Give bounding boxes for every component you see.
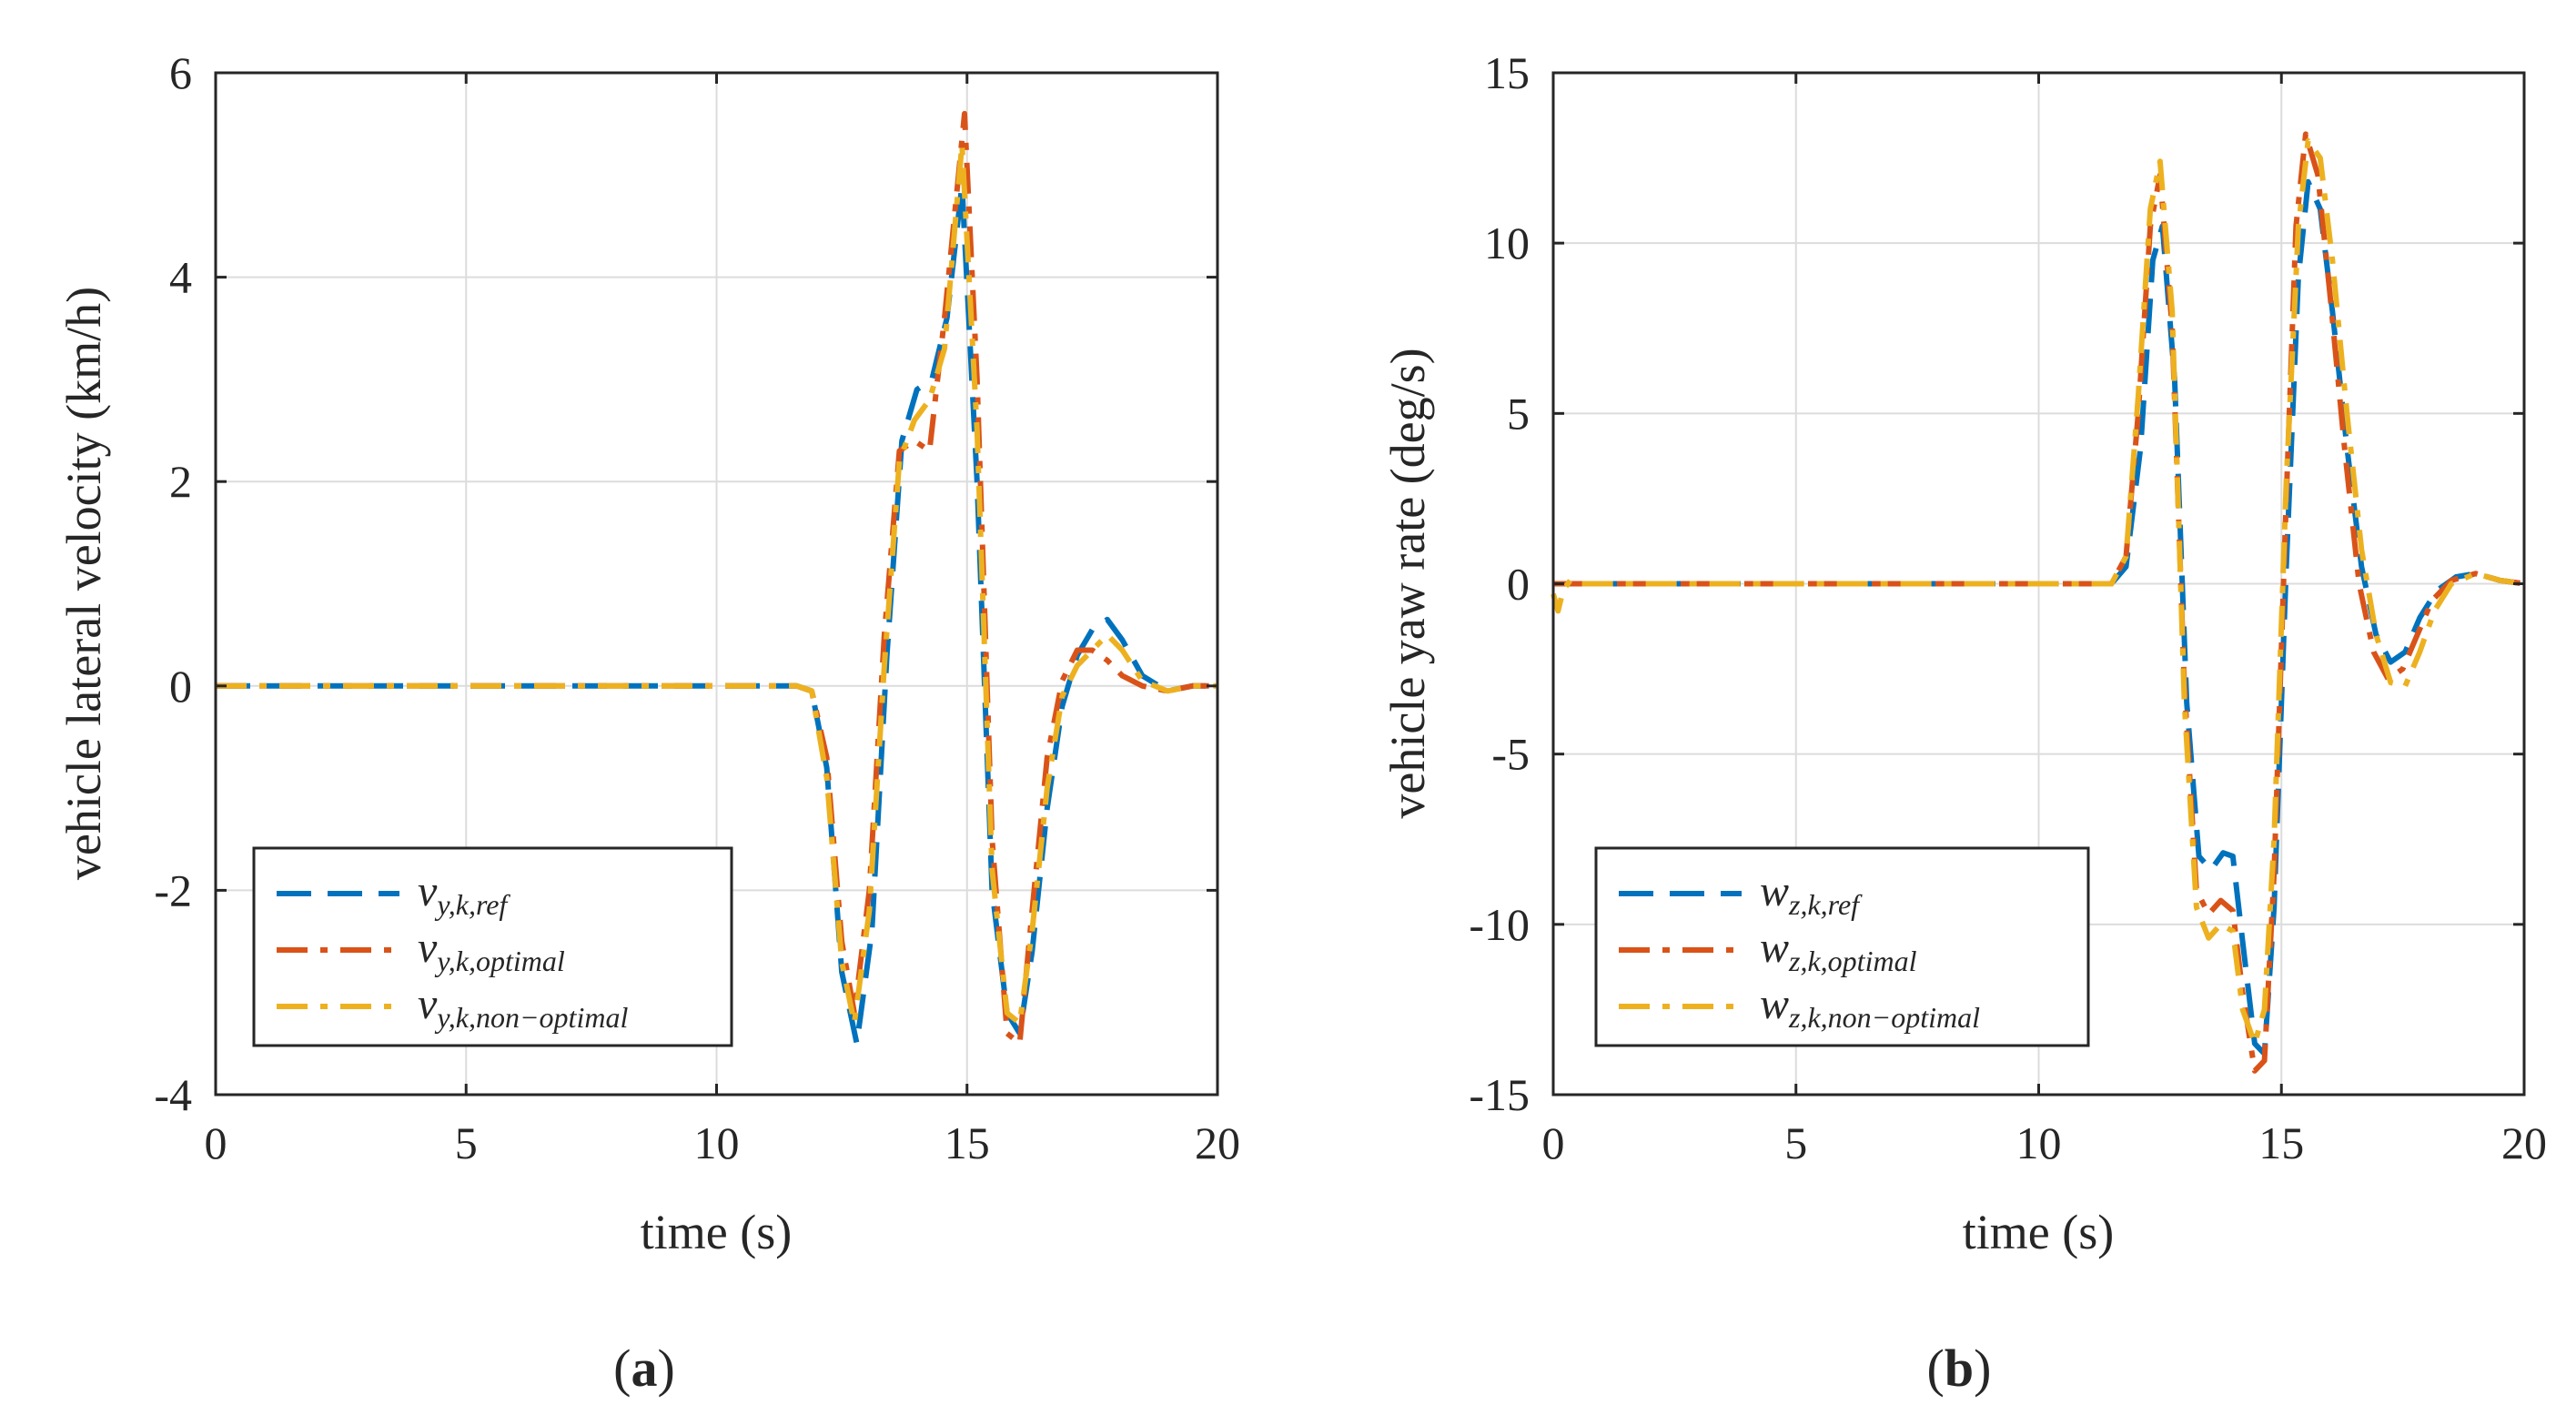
x-axis-label-a: time (s) — [641, 1205, 792, 1259]
y-tick-label: -5 — [1491, 729, 1530, 780]
legend-label-1: vy,k,ref — [418, 867, 510, 921]
legend-label-base: w — [1760, 924, 1789, 972]
legend-label-subscript: y,k,non−optimal — [434, 1001, 628, 1034]
legend-label-subscript: z,k,optimal — [1788, 945, 1917, 977]
y-tick-label: 2 — [169, 456, 192, 507]
chart-panel-b: 0 5 10 15 20 -15 -10 -5 0 5 10 15 time (s) vehicle … — [1380, 47, 2547, 1398]
y-axis-label-b: vehicle yaw rate (deg/s) — [1380, 348, 1435, 818]
legend-label-3: wz,k,non−optimal — [1760, 980, 1980, 1034]
chart-panel-a: 0 5 10 15 20 -4 -2 0 2 4 6 time (s) vehicle latera… — [56, 47, 1240, 1398]
x-tick-label: 10 — [694, 1117, 740, 1168]
legend-label-base: w — [1760, 980, 1789, 1028]
y-tick-label: -4 — [154, 1069, 192, 1120]
legend-box-b — [1594, 846, 2090, 1047]
legend-box-a — [252, 846, 733, 1047]
series-line-a-2 — [216, 110, 1217, 1046]
legend-label-3: vy,k,non−optimal — [418, 980, 628, 1034]
legend-label-subscript: y,k,optimal — [434, 945, 565, 977]
x-tick-label: 0 — [205, 1117, 227, 1168]
y-tick-label: 5 — [1507, 388, 1530, 439]
x-tick-label: 20 — [1195, 1117, 1240, 1168]
series-line-a-3 — [216, 141, 1217, 1026]
x-tick-label: 15 — [945, 1117, 990, 1168]
legend-label-base: v — [418, 867, 438, 915]
panel-letter-b: b — [1945, 1339, 1974, 1398]
y-axis-label-a: vehicle lateral velocity (km/h) — [56, 287, 111, 880]
y-tick-label: 6 — [169, 47, 192, 98]
panel-letter-a: a — [631, 1339, 658, 1398]
legend-label-2: vy,k,optimal — [418, 924, 565, 977]
y-tick-label: -15 — [1469, 1069, 1530, 1120]
ticks-a: 0 5 10 15 20 -4 -2 0 2 4 6 — [154, 47, 1240, 1168]
x-tick-label: 15 — [2258, 1117, 2304, 1168]
x-tick-label: 10 — [2016, 1117, 2062, 1168]
legend-label-2: wz,k,optimal — [1760, 924, 1917, 977]
x-tick-label: 5 — [1784, 1117, 1807, 1168]
legend-label-subscript: z,k,non−optimal — [1788, 1001, 1980, 1034]
x-tick-label: 20 — [2501, 1117, 2547, 1168]
x-tick-label: 0 — [1542, 1117, 1565, 1168]
series-line-b-3 — [1551, 137, 2525, 1046]
y-tick-label: 0 — [169, 661, 192, 712]
y-tick-label: 15 — [1484, 47, 1530, 98]
legend-label-subscript: z,k,ref — [1788, 888, 1863, 921]
legend-label-base: w — [1760, 867, 1789, 915]
y-tick-label: -2 — [154, 864, 192, 915]
legend-label-base: v — [418, 924, 438, 972]
y-tick-label: 4 — [169, 252, 192, 303]
legend-label-subscript: y,k,ref — [434, 888, 510, 921]
panel-label-b: (b) — [1927, 1339, 1992, 1398]
panel-label-a: (a) — [613, 1339, 675, 1398]
legend-label-1: wz,k,ref — [1760, 867, 1863, 921]
y-tick-label: 10 — [1484, 217, 1530, 268]
legend-label-base: v — [418, 980, 438, 1028]
y-tick-label: 0 — [1507, 559, 1530, 610]
x-axis-label-b: time (s) — [1963, 1205, 2114, 1259]
ticks-b: 0 5 10 15 20 -15 -10 -5 0 5 10 15 — [1469, 47, 2547, 1168]
series-group-a — [216, 110, 1217, 1046]
y-tick-label: -10 — [1469, 899, 1530, 950]
x-tick-label: 5 — [455, 1117, 478, 1168]
series-group-b — [1551, 131, 2525, 1074]
